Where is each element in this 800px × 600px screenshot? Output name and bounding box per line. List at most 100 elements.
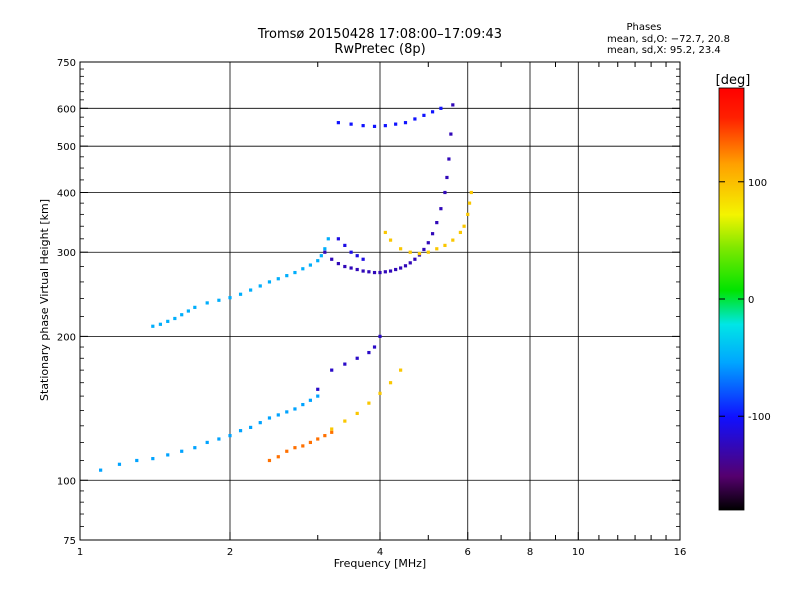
data-point	[285, 410, 289, 414]
data-point	[447, 157, 451, 161]
data-point	[217, 437, 221, 441]
data-point	[135, 458, 139, 463]
data-point	[372, 345, 377, 349]
phase-x-stats: mean, sd,X: 95.2, 23.4	[607, 45, 721, 56]
data-point	[193, 446, 197, 450]
colorbar-tick-label: 0	[748, 295, 754, 306]
data-point	[193, 305, 197, 309]
data-point	[413, 117, 417, 121]
data-point	[408, 250, 412, 254]
data-point	[361, 124, 365, 128]
data-point	[367, 350, 371, 355]
x-tick-label: 6	[465, 547, 471, 558]
x-tick-label: 16	[674, 547, 687, 558]
data-point	[466, 212, 470, 216]
data-point	[293, 270, 297, 275]
data-point	[388, 269, 393, 273]
data-point	[355, 267, 359, 272]
data-point	[267, 458, 272, 463]
data-point	[426, 250, 430, 254]
data-point	[451, 103, 455, 107]
data-point	[293, 446, 297, 450]
data-point	[336, 261, 340, 266]
y-tick-label: 750	[57, 58, 76, 69]
data-point	[336, 121, 340, 125]
data-point	[336, 237, 340, 241]
data-point	[403, 121, 408, 125]
data-point	[394, 267, 398, 272]
data-point	[349, 250, 353, 254]
data-point	[166, 453, 170, 457]
data-point	[151, 457, 155, 461]
data-point	[308, 263, 313, 267]
data-point	[445, 175, 449, 180]
data-point	[378, 270, 382, 275]
data-point	[316, 437, 320, 441]
data-point	[180, 449, 184, 453]
data-point	[458, 230, 463, 235]
data-point	[343, 243, 347, 248]
data-point	[151, 324, 155, 328]
data-point	[228, 434, 232, 438]
data-point	[308, 398, 313, 402]
data-point	[330, 427, 334, 431]
data-point	[301, 267, 305, 271]
data-point	[205, 301, 209, 305]
data-point	[166, 319, 170, 323]
data-point	[439, 106, 443, 110]
x-tick-label: 1	[77, 547, 83, 558]
data-point	[323, 250, 327, 254]
data-point	[449, 132, 453, 136]
data-point	[367, 401, 371, 405]
data-point	[301, 402, 305, 407]
x-tick-label: 10	[572, 547, 585, 558]
data-point	[443, 243, 447, 248]
data-point	[422, 113, 426, 117]
data-point	[316, 259, 320, 263]
y-tick-label: 600	[57, 104, 76, 115]
x-axis-label: Frequency [MHz]	[334, 557, 426, 570]
data-point	[180, 313, 184, 317]
data-point	[258, 421, 262, 425]
data-point	[308, 440, 313, 445]
data-point	[388, 381, 393, 385]
data-point	[293, 407, 297, 411]
data-point	[99, 468, 103, 472]
colorbar-ticks: 100 0 -100	[719, 178, 771, 423]
data-point	[186, 309, 190, 313]
x-tick-label: 4	[377, 547, 383, 558]
data-point	[451, 238, 455, 242]
data-point	[316, 394, 320, 398]
data-point	[316, 387, 320, 391]
data-point	[158, 322, 163, 326]
data-point	[430, 110, 435, 114]
y-tick-label: 300	[57, 248, 76, 259]
data-point	[443, 190, 447, 195]
data-point	[399, 247, 403, 251]
data-point	[435, 247, 439, 251]
data-point	[117, 462, 122, 466]
data-point	[426, 241, 430, 245]
data-point	[372, 124, 377, 128]
data-point	[323, 434, 327, 438]
chart-subtitle: RwPretec (8p)	[334, 42, 425, 57]
phase-o-stats: mean, sd,O: −72.7, 20.8	[607, 34, 730, 45]
data-point	[372, 270, 377, 275]
data-point	[276, 277, 280, 281]
data-point	[238, 292, 243, 296]
data-point	[408, 261, 412, 265]
data-point	[355, 356, 359, 360]
data-point	[388, 238, 393, 242]
data-point	[343, 362, 347, 366]
data-point	[228, 296, 232, 300]
y-tick-label: 500	[57, 142, 76, 153]
colorbar-label: [deg]	[716, 73, 751, 88]
colorbar-tick-label: 100	[748, 178, 767, 189]
data-point	[383, 124, 387, 128]
data-point	[249, 425, 253, 430]
y-axis-ticks: 75 100 200 300 400 500 600 750	[57, 58, 680, 547]
data-point	[462, 224, 466, 228]
data-point	[267, 416, 272, 420]
data-point	[435, 221, 439, 225]
y-tick-label: 100	[57, 476, 76, 487]
